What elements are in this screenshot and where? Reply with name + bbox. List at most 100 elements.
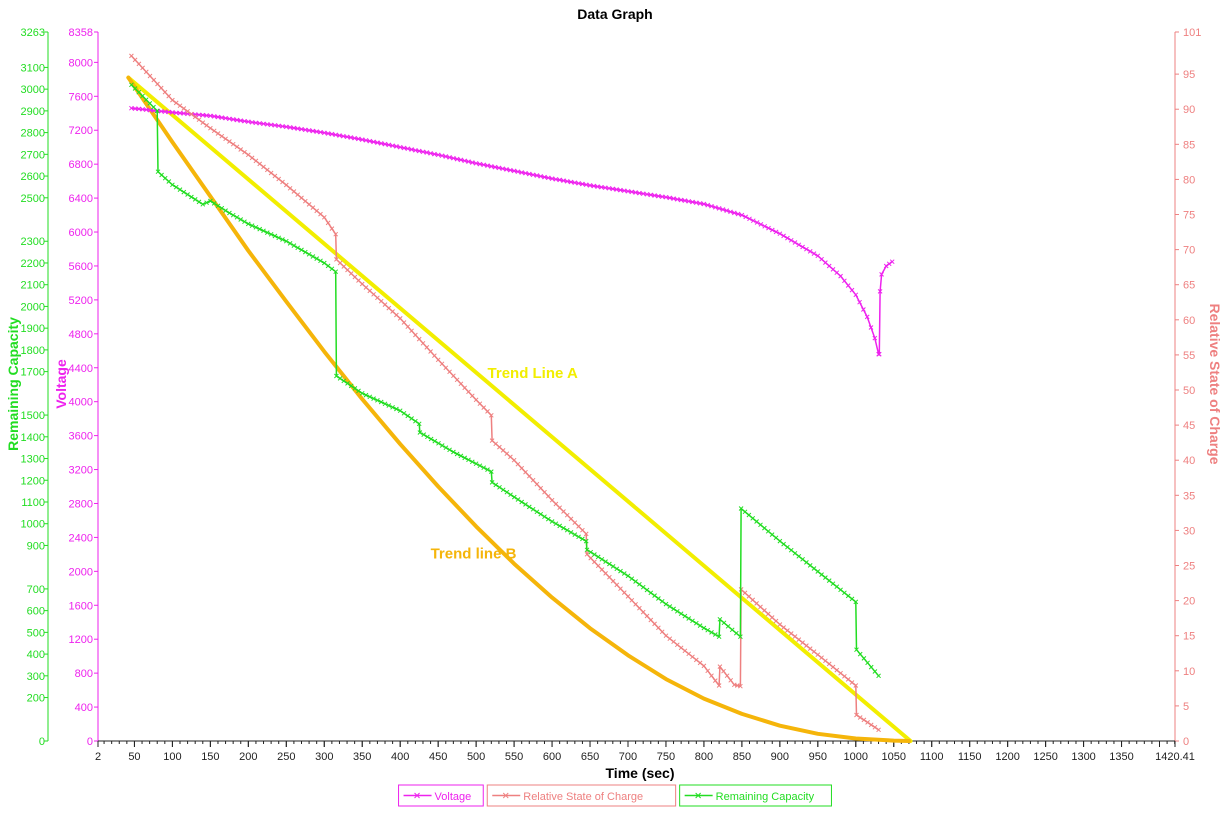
remaining-capacity-point [534, 509, 540, 515]
relative-state-of-charge-point [451, 373, 456, 379]
voltage-point [492, 164, 498, 170]
voltage-point [496, 165, 502, 171]
voltage-point [709, 203, 714, 209]
voltage-point [215, 114, 221, 120]
voltage-point [318, 129, 323, 135]
time-axis-tick-label: 1000 [844, 751, 868, 763]
relative-state-of-charge-point [306, 202, 312, 207]
voltage-point [181, 111, 187, 116]
relative-state-of-charge-point [230, 141, 236, 147]
remaining-capacity-point [200, 201, 206, 207]
remaining-capacity-point [348, 383, 354, 389]
relative-state-of-charge-point [405, 324, 411, 330]
relative-state-of-charge-tick-label: 20 [1183, 596, 1195, 608]
remaining-capacity-point [136, 89, 142, 95]
voltage-point [530, 172, 536, 178]
remaining-capacity-point [417, 430, 423, 435]
voltage-point [158, 108, 164, 114]
relative-state-of-charge-point [196, 117, 202, 123]
voltage-point [162, 109, 168, 114]
voltage-point [686, 198, 692, 204]
remaining-capacity-point [189, 194, 194, 200]
relative-state-of-charge-point [185, 108, 190, 114]
voltage-point [883, 263, 889, 269]
relative-state-of-charge-point [716, 683, 722, 688]
voltage-point [781, 233, 786, 239]
relative-state-of-charge-point [568, 516, 574, 522]
legend-entry-voltage[interactable]: Voltage [398, 784, 484, 807]
voltage-point [572, 180, 578, 186]
remaining-capacity-point [170, 182, 175, 188]
remaining-capacity-point [291, 243, 297, 248]
voltage-point [739, 212, 745, 218]
remaining-capacity-point [454, 451, 460, 457]
relative-state-of-charge-tick-label: 40 [1183, 455, 1195, 467]
remaining-capacity-point [208, 198, 213, 204]
remaining-capacity-point [173, 184, 179, 190]
trend-line-a-line [126, 75, 913, 743]
relative-state-of-charge-point [261, 164, 266, 170]
voltage-point [276, 123, 282, 129]
relative-state-of-charge-point [796, 637, 802, 642]
relative-state-of-charge-point [170, 97, 175, 103]
remaining-capacity-point [762, 525, 767, 531]
voltage-point [337, 133, 342, 138]
remaining-capacity-point [515, 497, 521, 502]
voltage-tick-label: 3600 [69, 431, 93, 443]
voltage-point [701, 201, 707, 207]
relative-state-of-charge-tick-label: 30 [1183, 525, 1195, 537]
voltage-point [261, 121, 266, 127]
legend-entry-label: Relative State of Charge [523, 791, 643, 803]
voltage-point [310, 128, 316, 134]
voltage-point [606, 185, 612, 191]
remaining-capacity-point [580, 536, 585, 542]
relative-state-of-charge-point [345, 267, 350, 273]
remaining-capacity-tick-label: 600 [27, 606, 45, 618]
voltage-point [397, 144, 403, 150]
relative-state-of-charge-point [173, 100, 179, 106]
remaining-capacity-point [526, 504, 532, 510]
voltage-point [591, 183, 597, 189]
legend-entry-remaining-capacity[interactable]: Remaining Capacity [679, 784, 832, 807]
time-axis-tick-label: 150 [201, 751, 219, 763]
voltage-point [420, 149, 426, 155]
relative-state-of-charge-point [356, 278, 361, 283]
remaining-capacity-tick-label: 2000 [21, 301, 45, 313]
legend-entry-relative-state-of-charge[interactable]: Relative State of Charge [486, 784, 677, 807]
remaining-capacity-point [314, 256, 320, 261]
remaining-capacity-point [371, 396, 376, 401]
voltage-point [766, 225, 771, 231]
voltage-point [877, 289, 883, 294]
relative-state-of-charge-point [477, 401, 483, 407]
voltage-point [432, 151, 437, 157]
chart-title: Data Graph [577, 6, 652, 22]
relative-state-of-charge-axis-title: Relative State of Charge [1207, 303, 1223, 464]
voltage-point [561, 178, 566, 183]
remaining-capacity-point [697, 623, 703, 628]
voltage-point [371, 139, 376, 145]
remaining-capacity-point [549, 519, 555, 524]
voltage-point [842, 278, 847, 284]
relative-state-of-charge-point [382, 302, 388, 307]
remaining-capacity-tick-label: 1800 [21, 345, 45, 357]
time-axis: 2 50 100 150 200 250 300 350 400 450 500 550 600 650 7… [95, 740, 1195, 763]
remaining-capacity-tick-label: 2700 [21, 149, 45, 161]
voltage-point [792, 240, 798, 245]
remaining-capacity-point [147, 101, 153, 106]
time-axis-tick-label: 400 [391, 751, 409, 763]
remaining-capacity-point [409, 416, 414, 421]
voltage-point [595, 184, 600, 189]
remaining-capacity-tick-label: 2500 [21, 193, 45, 205]
voltage-point [735, 211, 741, 217]
relative-state-of-charge-point [132, 57, 138, 63]
voltage-point [762, 223, 768, 229]
relative-state-of-charge-point [257, 161, 263, 167]
voltage-point [610, 186, 616, 192]
voltage-point [196, 112, 202, 118]
voltage-point [314, 129, 320, 134]
relative-state-of-charge-point [742, 590, 748, 596]
relative-state-of-charge-point [299, 195, 304, 201]
remaining-capacity-tick-label: 0 [39, 736, 45, 748]
remaining-capacity-point [401, 410, 407, 416]
remaining-capacity-point [667, 604, 673, 609]
